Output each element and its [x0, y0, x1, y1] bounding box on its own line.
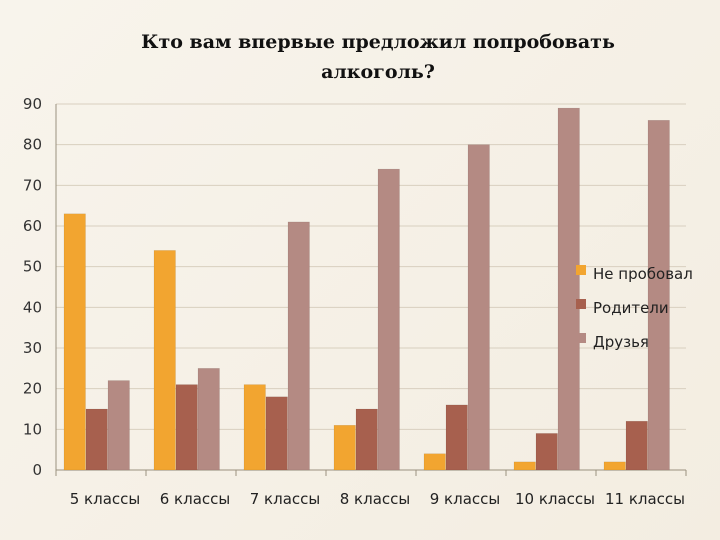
bar-1-3	[243, 384, 266, 471]
bar-3-3	[287, 221, 310, 471]
y-tick-label: 20	[23, 380, 42, 398]
x-category-label: 6 классы	[160, 490, 231, 508]
bars	[63, 107, 670, 471]
x-category-label: 5 классы	[70, 490, 141, 508]
bar-1-1	[63, 213, 86, 471]
y-tick-label: 90	[23, 95, 42, 113]
bar-3-7	[647, 120, 670, 471]
legend-swatch	[576, 265, 586, 275]
bar-3-6	[557, 107, 580, 471]
x-category-label: 10 классы	[515, 490, 595, 508]
legend-label: Друзья	[593, 333, 649, 351]
chart-title-line-2: алкоголь?	[321, 61, 435, 83]
legend-swatch	[576, 333, 586, 343]
bar-3-1	[107, 380, 130, 471]
y-tick-label: 70	[23, 176, 42, 194]
legend: Не пробовал Родители Друзья	[576, 265, 693, 351]
x-category-label: 8 классы	[340, 490, 411, 508]
bar-2-3	[265, 396, 288, 471]
bar-1-5	[423, 453, 446, 471]
bar-1-6	[513, 461, 536, 471]
y-tick-label: 10	[23, 420, 42, 438]
bar-1-4	[333, 425, 356, 471]
y-tick-label: 30	[23, 339, 42, 357]
bar-2-5	[445, 404, 468, 471]
bar-2-1	[85, 408, 108, 471]
legend-label: Родители	[593, 299, 669, 317]
bar-2-2	[175, 384, 198, 471]
y-tick-label: 0	[32, 461, 42, 479]
y-tick-label: 60	[23, 217, 42, 235]
bar-3-2	[197, 368, 220, 471]
x-axis-categories: 5 классы 6 классы 7 классы 8 классы 9 классы…	[70, 490, 685, 508]
bar-3-4	[377, 168, 400, 471]
x-category-label: 11 классы	[605, 490, 685, 508]
bar-2-6	[535, 433, 558, 471]
bar-1-2	[153, 250, 176, 471]
bar-3-5	[467, 144, 490, 471]
bar-2-7	[625, 420, 648, 471]
x-category-label: 9 классы	[430, 490, 501, 508]
legend-label: Не пробовал	[593, 265, 693, 283]
bar-1-7	[603, 461, 626, 471]
bar-2-4	[355, 408, 378, 471]
legend-swatch	[576, 299, 586, 309]
chart-title-line-1: Кто вам впервые предложил попробовать	[141, 31, 615, 53]
x-category-label: 7 классы	[250, 490, 321, 508]
y-tick-label: 50	[23, 258, 42, 276]
y-tick-label: 40	[23, 298, 42, 316]
y-axis-ticks: 0 10 20 30 40 50 60 70 80 90	[23, 95, 42, 479]
y-tick-label: 80	[23, 136, 42, 154]
